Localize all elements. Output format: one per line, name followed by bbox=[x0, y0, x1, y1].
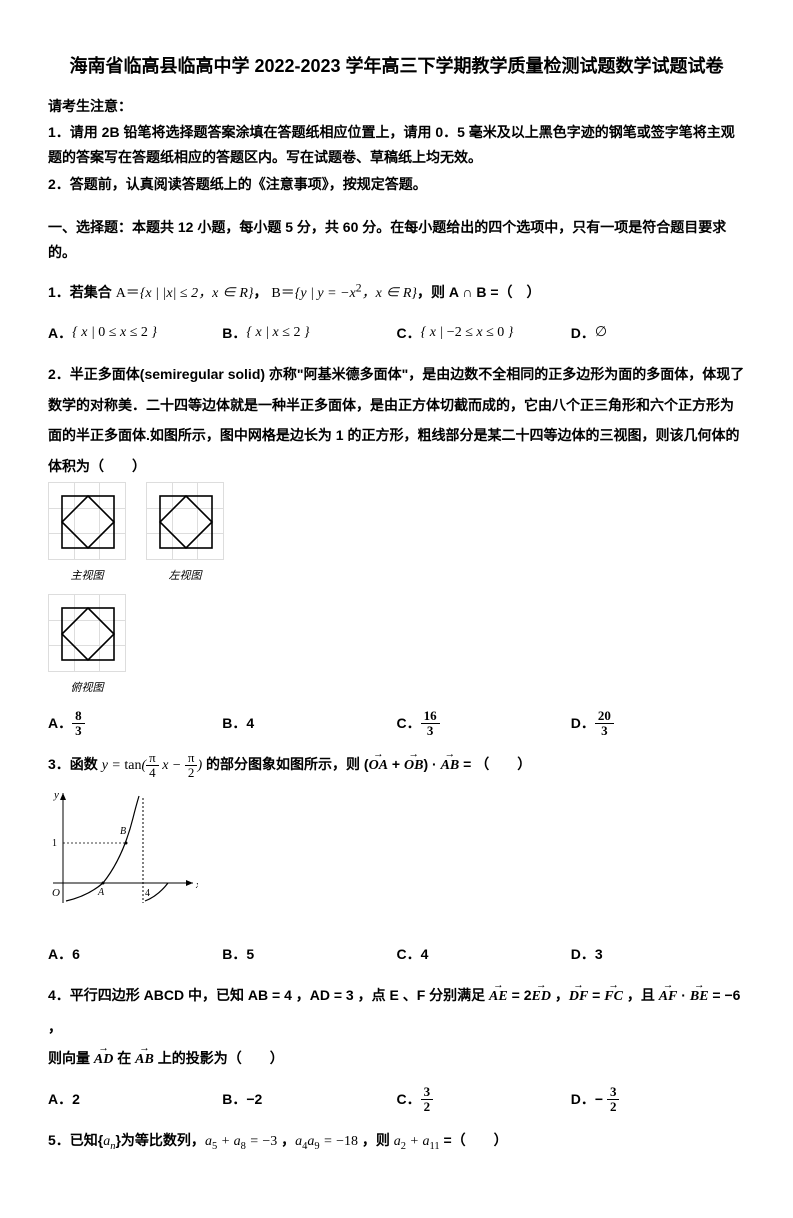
q1-opt-c: C．{ x | −2 ≤ x ≤ 0 } bbox=[397, 318, 571, 349]
q3-graph-icon: O x y 4 1 A B bbox=[48, 788, 198, 908]
svg-text:4: 4 bbox=[145, 888, 150, 899]
q5-text: 5．已知{an}为等比数列，a5 + a8 = −3 ，a4a9 = −18 ，… bbox=[48, 1125, 745, 1158]
q1-opt-d: D．∅ bbox=[571, 318, 745, 349]
q2-options: A．83 B．4 C．163 D．203 bbox=[48, 708, 745, 739]
question-1: 1．若集合 A＝{x | |x| ≤ 2，x ∈ R}， B＝{y | y = … bbox=[48, 276, 745, 349]
q3-c: 4 bbox=[421, 939, 429, 970]
q3-mid: 的部分图象如图所示，则 bbox=[206, 756, 364, 772]
q4-d-num: 3 bbox=[607, 1085, 620, 1100]
q4-a: 4．平行四边形 ABCD 中，已知 AB = 4 ，AD = 3 ，点 E 、F… bbox=[48, 987, 489, 1003]
svg-text:A: A bbox=[97, 887, 105, 898]
q4-b-val: −2 bbox=[246, 1084, 262, 1115]
q2-views: 主视图 左视图 俯视图 bbox=[48, 482, 745, 700]
q3-opt-d: D．3 bbox=[571, 939, 745, 970]
q4-b: ，且 bbox=[627, 987, 659, 1003]
notice-header: 请考生注意： bbox=[48, 94, 745, 119]
question-2: 2．半正多面体(semiregular solid) 亦称"阿基米德多面体"，是… bbox=[48, 359, 745, 739]
question-3: 3．函数 y = tan(π4 x − π2) 的部分图象如图所示，则 (OA … bbox=[48, 749, 745, 969]
q4-d: 则向量 bbox=[48, 1050, 94, 1066]
q2-a-den: 3 bbox=[72, 724, 85, 738]
q3-suffix: （ ） bbox=[475, 756, 531, 772]
q3-opt-a: A．6 bbox=[48, 939, 222, 970]
q2-b-val: 4 bbox=[246, 708, 254, 739]
main-view-label: 主视图 bbox=[71, 564, 104, 588]
q4-opt-a: A．2 bbox=[48, 1084, 222, 1115]
q3-text: 3．函数 y = tan(π4 x − π2) 的部分图象如图所示，则 (OA … bbox=[48, 749, 745, 782]
left-view-icon bbox=[146, 482, 224, 560]
top-view-icon bbox=[48, 594, 126, 672]
q2-opt-a: A．83 bbox=[48, 708, 222, 739]
top-view-label: 俯视图 bbox=[71, 676, 104, 700]
svg-text:B: B bbox=[120, 826, 126, 837]
q4-opt-d: D．− 32 bbox=[571, 1084, 745, 1115]
q3-a: 6 bbox=[72, 939, 80, 970]
q4-c-den: 2 bbox=[421, 1100, 434, 1114]
q4-c-num: 3 bbox=[421, 1085, 434, 1100]
q2-d-num: 20 bbox=[595, 709, 614, 724]
notice-1: 1．请用 2B 铅笔将选择题答案涂填在答题纸相应位置上，请用 0．5 毫米及以上… bbox=[48, 120, 745, 170]
q4-a-val: 2 bbox=[72, 1084, 80, 1115]
q2-opt-c: C．163 bbox=[397, 708, 571, 739]
q1-opt-b: B．{ x | x ≤ 2 } bbox=[222, 318, 396, 349]
q3-opt-c: C．4 bbox=[397, 939, 571, 970]
page-title: 海南省临高县临高中学 2022-2023 学年高三下学期教学质量检测试题数学试题… bbox=[48, 50, 745, 82]
q4-opt-b: B．−2 bbox=[222, 1084, 396, 1115]
q4-e: 在 bbox=[117, 1050, 135, 1066]
q2-text: 2．半正多面体(semiregular solid) 亦称"阿基米德多面体"，是… bbox=[48, 359, 745, 482]
q4-text: 4．平行四边形 ABCD 中，已知 AB = 4 ，AD = 3 ，点 E 、F… bbox=[48, 980, 745, 1076]
q3-opt-b: B．5 bbox=[222, 939, 396, 970]
question-5: 5．已知{an}为等比数列，a5 + a8 = −3 ，a4a9 = −18 ，… bbox=[48, 1125, 745, 1158]
q2-a-num: 8 bbox=[72, 709, 85, 724]
q3-options: A．6 B．5 C．4 D．3 bbox=[48, 939, 745, 970]
q4-opt-c: C．32 bbox=[397, 1084, 571, 1115]
svg-text:y: y bbox=[53, 789, 59, 801]
q3-prefix: 3．函数 bbox=[48, 756, 102, 772]
svg-text:x: x bbox=[195, 879, 198, 891]
notice-2: 2．答题前，认真阅读答题纸上的《注意事项》，按规定答题。 bbox=[48, 172, 745, 197]
q2-opt-b: B．4 bbox=[222, 708, 396, 739]
section-1-header: 一、选择题：本题共 12 小题，每小题 5 分，共 60 分。在每小题给出的四个… bbox=[48, 215, 745, 265]
q4-f: 上的投影为（ ） bbox=[158, 1050, 284, 1066]
q2-c-den: 3 bbox=[424, 724, 437, 738]
q4-c: ， bbox=[48, 1019, 62, 1035]
q4-options: A．2 B．−2 C．32 D．− 32 bbox=[48, 1084, 745, 1115]
q1-prefix: 1．若集合 bbox=[48, 284, 112, 300]
svg-text:O: O bbox=[52, 887, 60, 899]
q1-text: 1．若集合 A＝{x | |x| ≤ 2，x ∈ R}， B＝{y | y = … bbox=[48, 284, 541, 300]
q2-c-num: 16 bbox=[421, 709, 440, 724]
q2-d-den: 3 bbox=[598, 724, 611, 738]
q1-options: A．{ x | 0 ≤ x ≤ 2 } B．{ x | x ≤ 2 } C．{ … bbox=[48, 318, 745, 349]
q1-opt-a: A．{ x | 0 ≤ x ≤ 2 } bbox=[48, 318, 222, 349]
q3-b: 5 bbox=[246, 939, 254, 970]
q3-d: 3 bbox=[595, 939, 603, 970]
question-4: 4．平行四边形 ABCD 中，已知 AB = 4 ，AD = 3 ，点 E 、F… bbox=[48, 980, 745, 1115]
left-view-label: 左视图 bbox=[169, 564, 202, 588]
q2-opt-d: D．203 bbox=[571, 708, 745, 739]
main-view-icon bbox=[48, 482, 126, 560]
q4-d-den: 2 bbox=[607, 1100, 620, 1114]
svg-text:1: 1 bbox=[52, 838, 57, 849]
